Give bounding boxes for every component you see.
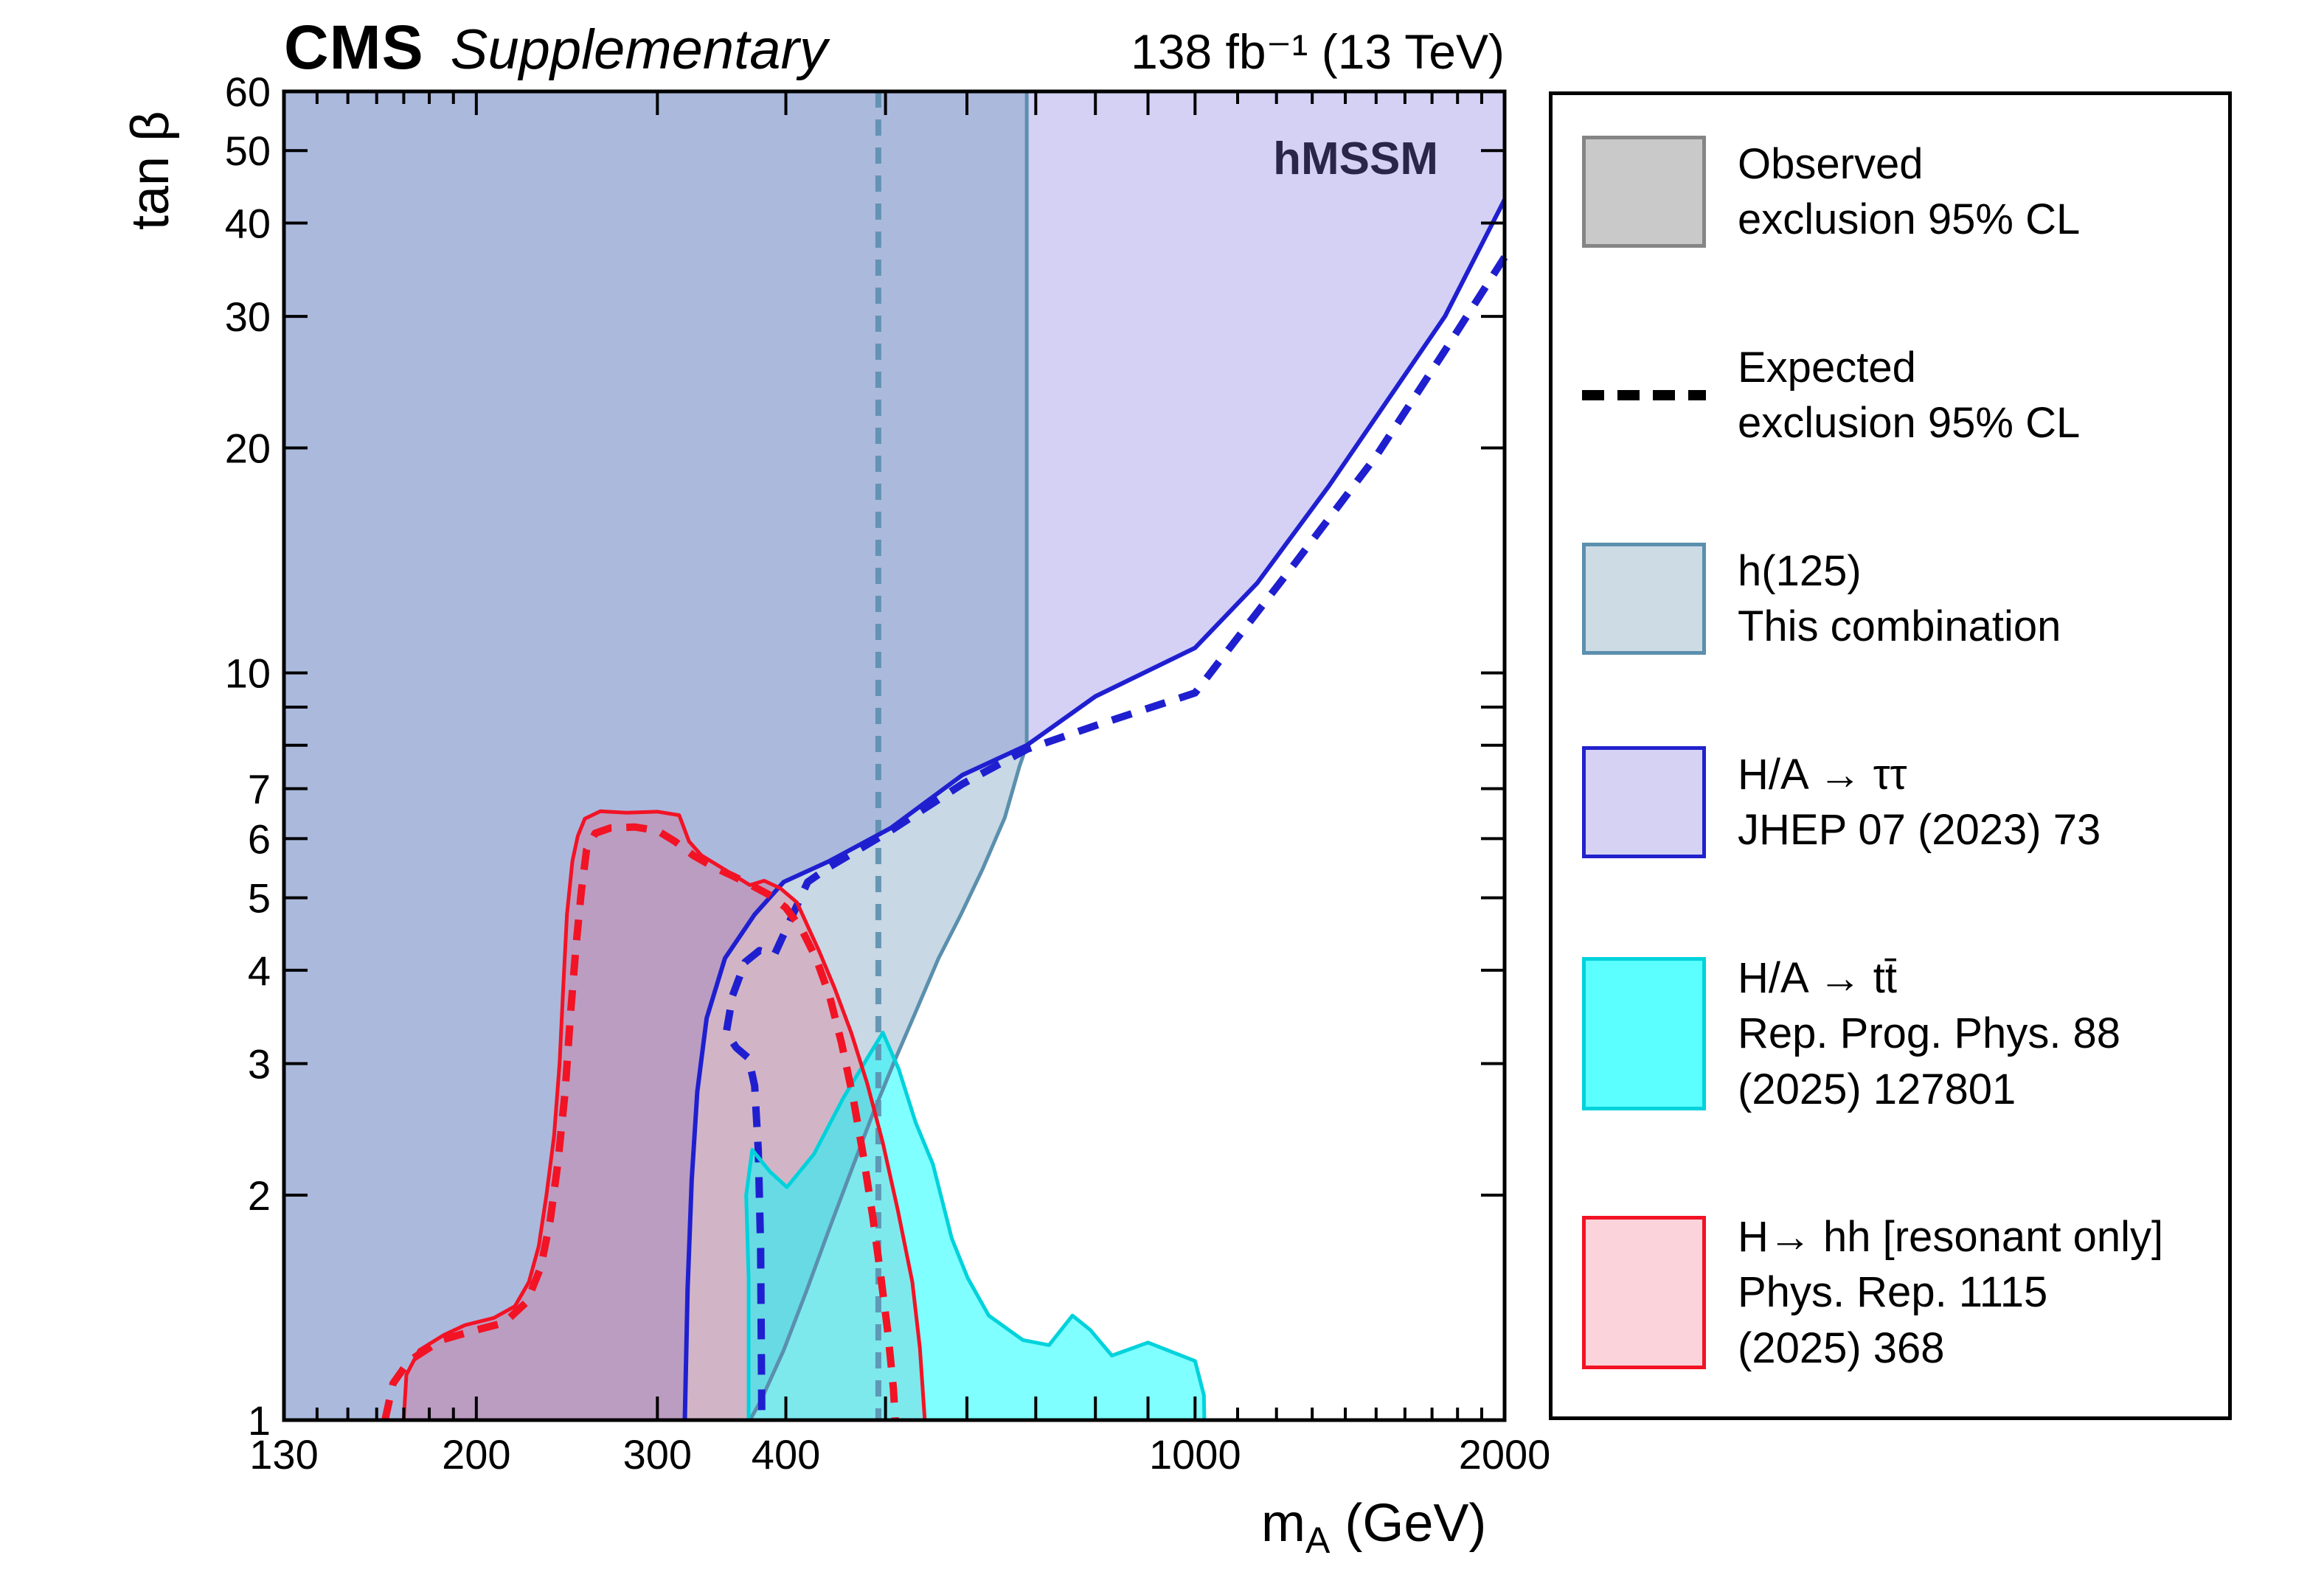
plot-frame xyxy=(282,89,1507,1422)
svg-text:1000: 1000 xyxy=(1149,1431,1241,1478)
legend-item-hhh: H→ hh [resonant only] Phys. Rep. 1115 (202… xyxy=(1582,1209,2207,1376)
h125_observed-line xyxy=(748,91,1029,1422)
svg-text:6: 6 xyxy=(248,815,271,862)
svg-text:2000: 2000 xyxy=(1459,1431,1551,1478)
legend-swatch-wrap xyxy=(1582,542,1726,655)
svg-text:50: 50 xyxy=(225,128,271,174)
legend-item-httbar: H/A → tt̄ Rep. Prog. Phys. 88 (2025) 12780… xyxy=(1582,950,2207,1117)
legend-swatch-hhh xyxy=(1582,1215,1706,1369)
legend: Observed exclusion 95% CL Expected exclusio… xyxy=(1549,91,2232,1420)
legend-label-expected: Expected exclusion 95% CL xyxy=(1738,343,2081,447)
svg-text:20: 20 xyxy=(225,425,271,472)
svg-text:1: 1 xyxy=(248,1397,271,1444)
legend-item-htautau: H/A → ττ JHEP 07 (2023) 73 xyxy=(1582,746,2207,859)
svg-text:400: 400 xyxy=(752,1431,820,1478)
y-axis-title: tan β xyxy=(121,111,180,230)
legend-item-expected: Expected exclusion 95% CL xyxy=(1582,340,2207,451)
svg-text:300: 300 xyxy=(623,1431,692,1478)
legend-item-h125: h(125) This combination xyxy=(1582,542,2207,655)
x-tick-labels: 130 200 300 400 1000 2000 xyxy=(249,1431,1550,1478)
svg-text:2: 2 xyxy=(248,1172,271,1219)
legend-swatch-wrap xyxy=(1582,136,1726,248)
y-tick-labels: 1 2 3 4 5 67 10 20 30 40 50 60 xyxy=(225,69,271,1444)
legend-swatch-wrap xyxy=(1582,746,1726,859)
htautau_expected-line xyxy=(722,255,1508,1421)
svg-text:130: 130 xyxy=(249,1431,318,1478)
htautau_observed-line xyxy=(682,198,1507,1421)
legend-swatch-wrap xyxy=(1582,1215,1726,1369)
httbar_observed-line xyxy=(744,1031,1207,1421)
svg-text:4: 4 xyxy=(248,947,271,994)
luminosity-label: 138 fb⁻¹ (13 TeV) xyxy=(1131,24,1505,79)
svg-text:30: 30 xyxy=(225,293,271,340)
legend-swatch-observed xyxy=(1582,136,1706,248)
legend-swatch-expected xyxy=(1582,389,1706,400)
h125_observed-region xyxy=(284,91,1027,1420)
svg-text:200: 200 xyxy=(442,1431,510,1478)
supplementary-label: Supplementary xyxy=(450,18,828,81)
svg-text:3: 3 xyxy=(248,1040,271,1087)
model-label: hMSSM xyxy=(1273,133,1438,184)
legend-swatch-wrap xyxy=(1582,389,1726,400)
svg-text:60: 60 xyxy=(225,69,271,115)
svg-text:10: 10 xyxy=(225,650,271,697)
figure-header: CMS Supplementary 138 fb⁻¹ (13 TeV) xyxy=(284,12,1505,83)
legend-label-httbar: H/A → tt̄ Rep. Prog. Phys. 88 (2025) 12780… xyxy=(1738,954,2121,1113)
svg-text:5: 5 xyxy=(248,875,271,922)
legend-swatch-wrap xyxy=(1582,957,1726,1111)
cms-label: CMS xyxy=(284,13,424,82)
legend-label-h125: h(125) This combination xyxy=(1738,546,2061,650)
legend-item-observed: Observed exclusion 95% CL xyxy=(1582,136,2207,248)
svg-text:40: 40 xyxy=(225,200,271,246)
legend-label-htautau: H/A → ττ JHEP 07 (2023) 73 xyxy=(1738,751,2101,855)
axis-ticks xyxy=(284,90,1506,1420)
hhh_observed-line xyxy=(401,809,927,1421)
httbar_observed-region xyxy=(746,1032,1204,1420)
legend-swatch-httbar xyxy=(1582,957,1706,1111)
svg-text:7: 7 xyxy=(248,766,271,813)
htautau_observed-region xyxy=(284,91,1505,1420)
legend-label-observed: Observed exclusion 95% CL xyxy=(1738,139,2081,243)
x-axis-title: mA (GeV) xyxy=(1261,1494,1486,1561)
legend-swatch-h125 xyxy=(1582,542,1706,655)
legend-label-hhh: H→ hh [resonant only] Phys. Rep. 1115 (202… xyxy=(1738,1212,2164,1372)
legend-swatch-htautau xyxy=(1582,746,1706,859)
